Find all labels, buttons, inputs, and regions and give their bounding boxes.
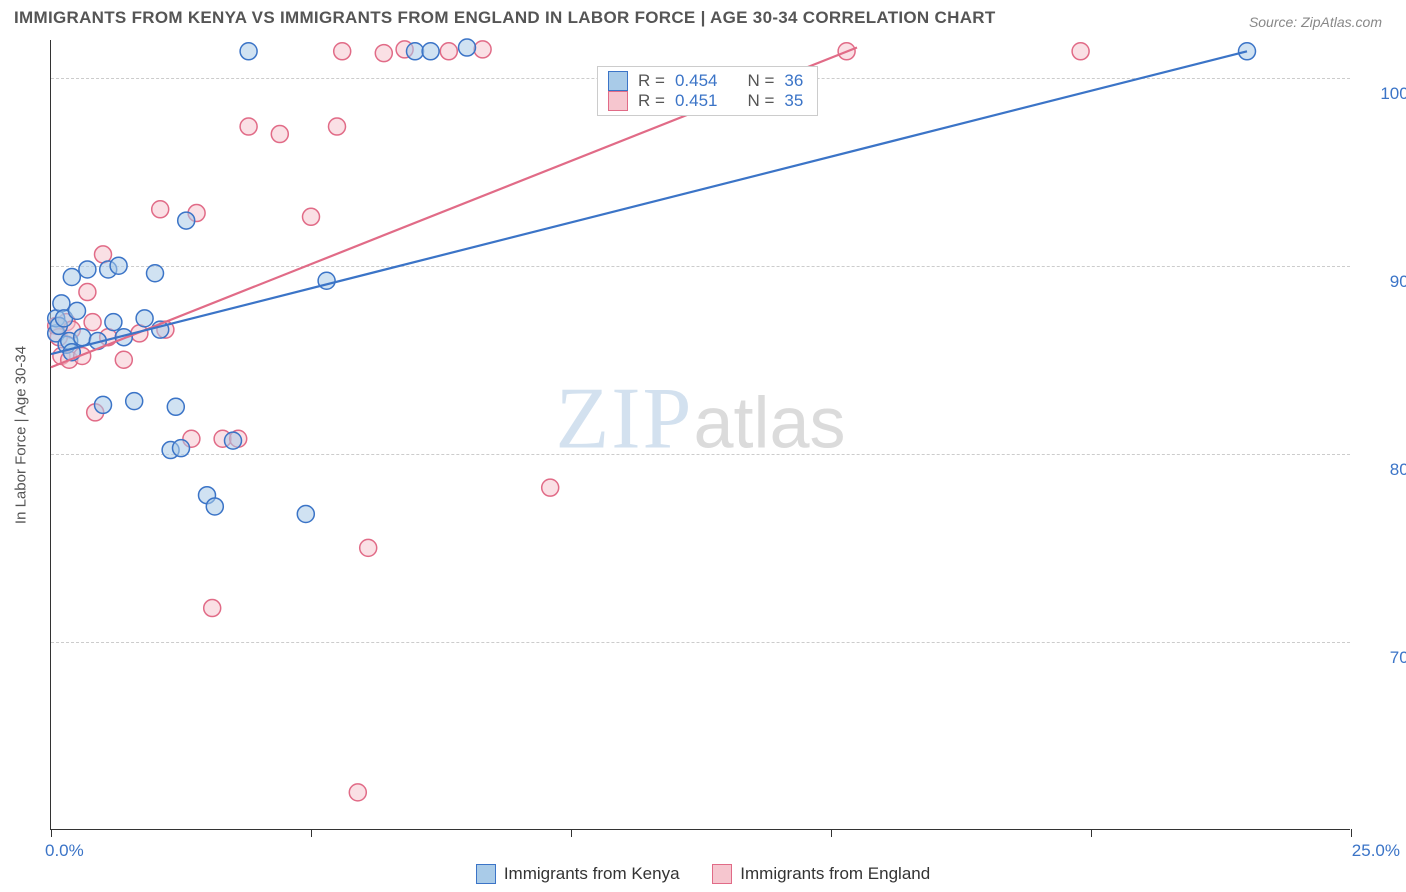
r-label: R = [638,91,665,111]
legend-stats-row-a: R = 0.454 N = 36 [608,71,807,91]
swatch-series-b [712,864,732,884]
series-a-label: Immigrants from Kenya [504,864,680,884]
x-tick-label: 0.0% [45,841,84,861]
r-label: R = [638,71,665,91]
n-label: N = [747,71,774,91]
r-value-a: 0.454 [675,71,718,91]
y-tick-label: 90.0% [1358,272,1406,292]
series-b-label: Immigrants from England [740,864,930,884]
n-label: N = [747,91,774,111]
y-tick-label: 80.0% [1358,460,1406,480]
n-value-a: 36 [784,71,803,91]
source-label: Source: ZipAtlas.com [1249,14,1382,30]
swatch-series-a [476,864,496,884]
scatter-overlay [51,40,1350,829]
n-value-b: 35 [784,91,803,111]
legend-bottom: Immigrants from Kenya Immigrants from En… [0,864,1406,889]
r-value-b: 0.451 [675,91,718,111]
y-tick-label: 70.0% [1358,648,1406,668]
chart-title: IMMIGRANTS FROM KENYA VS IMMIGRANTS FROM… [14,8,996,28]
x-tick-label: 25.0% [1352,841,1400,861]
y-axis-label: In Labor Force | Age 30-34 [13,345,30,523]
plot-area: ZIPatlas 70.0%80.0%90.0%100.0% R = 0.454… [50,40,1350,830]
y-tick-label: 100.0% [1358,84,1406,104]
legend-item-b: Immigrants from England [712,864,930,884]
legend-item-a: Immigrants from Kenya [476,864,680,884]
legend-stats-row-b: R = 0.451 N = 35 [608,91,807,111]
swatch-series-a [608,71,628,91]
swatch-series-b [608,91,628,111]
legend-stats-box: R = 0.454 N = 36 R = 0.451 N = 35 [597,66,818,116]
